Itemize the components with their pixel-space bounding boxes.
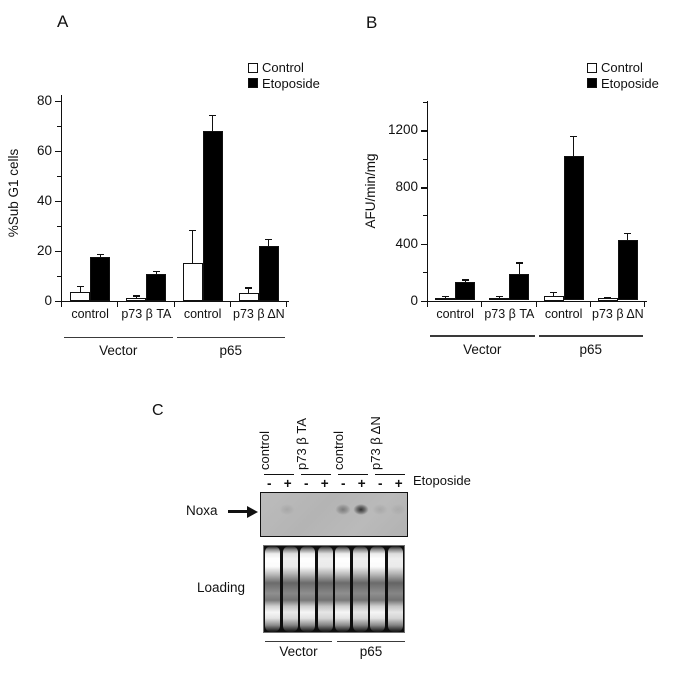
blot-group-label: Vector bbox=[279, 644, 318, 659]
gel-lane bbox=[387, 546, 403, 632]
lane-label: control bbox=[330, 430, 346, 470]
noxa-band bbox=[333, 503, 352, 517]
noxa-arrow-icon bbox=[228, 510, 249, 513]
gel-lane bbox=[282, 546, 298, 632]
treatment-sign: + bbox=[320, 476, 329, 491]
blot-group-label: p65 bbox=[359, 644, 383, 659]
noxa-band bbox=[370, 503, 389, 517]
loading-label: Loading bbox=[197, 580, 246, 595]
treatment-sign: + bbox=[394, 476, 403, 491]
treatment-sign: - bbox=[378, 476, 383, 491]
etoposide-row-label: Etoposide bbox=[413, 473, 471, 488]
gel-lane bbox=[335, 546, 351, 632]
treatment-sign: + bbox=[357, 476, 366, 491]
blot-group-underline bbox=[337, 641, 405, 643]
noxa-blot-image bbox=[260, 492, 408, 537]
blot-group-underline bbox=[265, 641, 332, 643]
lane-label: p73 β ΔN bbox=[367, 416, 383, 470]
panel-b-letter: B bbox=[366, 13, 378, 32]
gel-lane bbox=[370, 546, 386, 632]
treatment-sign: - bbox=[304, 476, 309, 491]
gel-lane bbox=[317, 546, 333, 632]
lane-overline bbox=[337, 473, 368, 475]
noxa-band bbox=[352, 503, 371, 517]
treatment-sign: + bbox=[283, 476, 292, 491]
lane-label: control bbox=[256, 430, 272, 470]
treatment-sign: - bbox=[267, 476, 272, 491]
noxa-band bbox=[278, 503, 297, 517]
lane-label: p73 β TA bbox=[293, 417, 309, 470]
gel-lane bbox=[265, 546, 281, 632]
gel-lane bbox=[352, 546, 368, 632]
treatment-sign: - bbox=[341, 476, 346, 491]
noxa-arrowhead-icon bbox=[247, 505, 258, 518]
lane-overline bbox=[300, 473, 331, 475]
lane-overline bbox=[263, 473, 294, 475]
noxa-band bbox=[389, 503, 408, 517]
panel-c-letter: C bbox=[152, 402, 164, 419]
noxa-band-label: Noxa bbox=[186, 503, 218, 518]
gel-lane bbox=[300, 546, 316, 632]
panel-a-letter: A bbox=[57, 12, 69, 31]
loading-gel-image bbox=[263, 545, 405, 633]
lane-overline bbox=[374, 473, 405, 475]
